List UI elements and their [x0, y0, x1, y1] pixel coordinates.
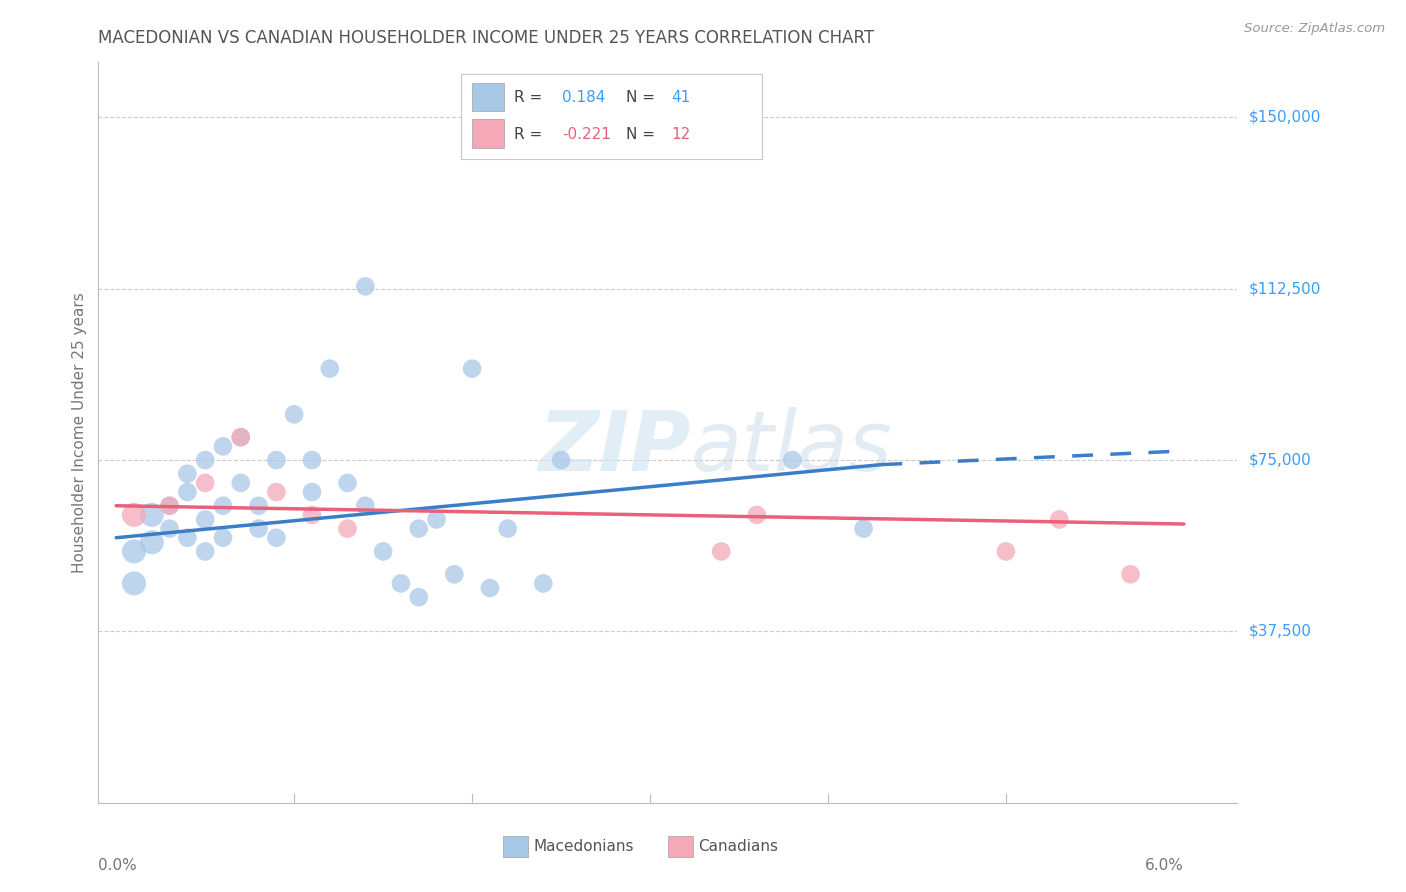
Point: [354, 499, 377, 513]
Point: [1047, 512, 1070, 526]
Point: [550, 453, 572, 467]
Text: ZIP: ZIP: [538, 407, 690, 488]
Point: [212, 531, 235, 545]
Point: [229, 430, 252, 444]
Point: [301, 508, 323, 522]
Point: [122, 576, 145, 591]
Y-axis label: Householder Income Under 25 years: Householder Income Under 25 years: [72, 293, 87, 573]
Point: [194, 512, 217, 526]
Point: [194, 544, 217, 558]
Point: [336, 522, 359, 536]
Point: [283, 408, 305, 422]
Text: Macedonians: Macedonians: [533, 839, 634, 854]
Text: R =: R =: [515, 90, 547, 104]
Point: [194, 475, 217, 490]
Point: [266, 531, 288, 545]
Text: $75,000: $75,000: [1249, 452, 1312, 467]
Text: $112,500: $112,500: [1249, 281, 1320, 296]
Point: [212, 439, 235, 453]
Point: [496, 522, 519, 536]
Point: [354, 279, 377, 293]
Point: [301, 453, 323, 467]
Point: [301, 485, 323, 500]
Text: 12: 12: [671, 127, 690, 142]
Text: 0.184: 0.184: [562, 90, 606, 104]
Text: 41: 41: [671, 90, 690, 104]
FancyBboxPatch shape: [668, 836, 693, 857]
Point: [745, 508, 768, 522]
Point: [371, 544, 394, 558]
Point: [266, 485, 288, 500]
Point: [159, 499, 181, 513]
Point: [531, 576, 554, 591]
Text: -0.221: -0.221: [562, 127, 610, 142]
Text: $37,500: $37,500: [1249, 624, 1312, 639]
Point: [247, 522, 270, 536]
FancyBboxPatch shape: [461, 73, 762, 159]
Point: [408, 590, 430, 604]
Text: N =: N =: [626, 90, 659, 104]
Point: [159, 522, 181, 536]
Point: [425, 512, 447, 526]
FancyBboxPatch shape: [472, 120, 503, 147]
Text: R =: R =: [515, 127, 547, 142]
FancyBboxPatch shape: [503, 836, 527, 857]
Point: [176, 531, 198, 545]
Text: MACEDONIAN VS CANADIAN HOUSEHOLDER INCOME UNDER 25 YEARS CORRELATION CHART: MACEDONIAN VS CANADIAN HOUSEHOLDER INCOM…: [98, 29, 875, 47]
Point: [443, 567, 465, 582]
FancyBboxPatch shape: [472, 83, 503, 112]
Text: 6.0%: 6.0%: [1144, 857, 1184, 872]
Text: Source: ZipAtlas.com: Source: ZipAtlas.com: [1244, 22, 1385, 36]
Text: Canadians: Canadians: [699, 839, 779, 854]
Point: [229, 430, 252, 444]
Point: [408, 522, 430, 536]
Point: [212, 499, 235, 513]
Point: [159, 499, 181, 513]
Point: [247, 499, 270, 513]
Point: [194, 453, 217, 467]
Point: [319, 361, 342, 376]
Point: [122, 508, 145, 522]
Point: [141, 508, 163, 522]
Point: [176, 467, 198, 481]
Text: atlas: atlas: [690, 407, 893, 488]
Point: [1119, 567, 1142, 582]
Point: [229, 475, 252, 490]
Point: [852, 522, 875, 536]
Point: [122, 544, 145, 558]
Text: $150,000: $150,000: [1249, 110, 1320, 125]
Point: [176, 485, 198, 500]
Point: [710, 544, 733, 558]
Point: [336, 475, 359, 490]
Point: [141, 535, 163, 549]
Point: [461, 361, 484, 376]
Point: [266, 453, 288, 467]
Text: 0.0%: 0.0%: [98, 857, 138, 872]
Point: [478, 581, 501, 595]
Text: N =: N =: [626, 127, 659, 142]
Point: [389, 576, 412, 591]
Point: [994, 544, 1017, 558]
Point: [782, 453, 804, 467]
